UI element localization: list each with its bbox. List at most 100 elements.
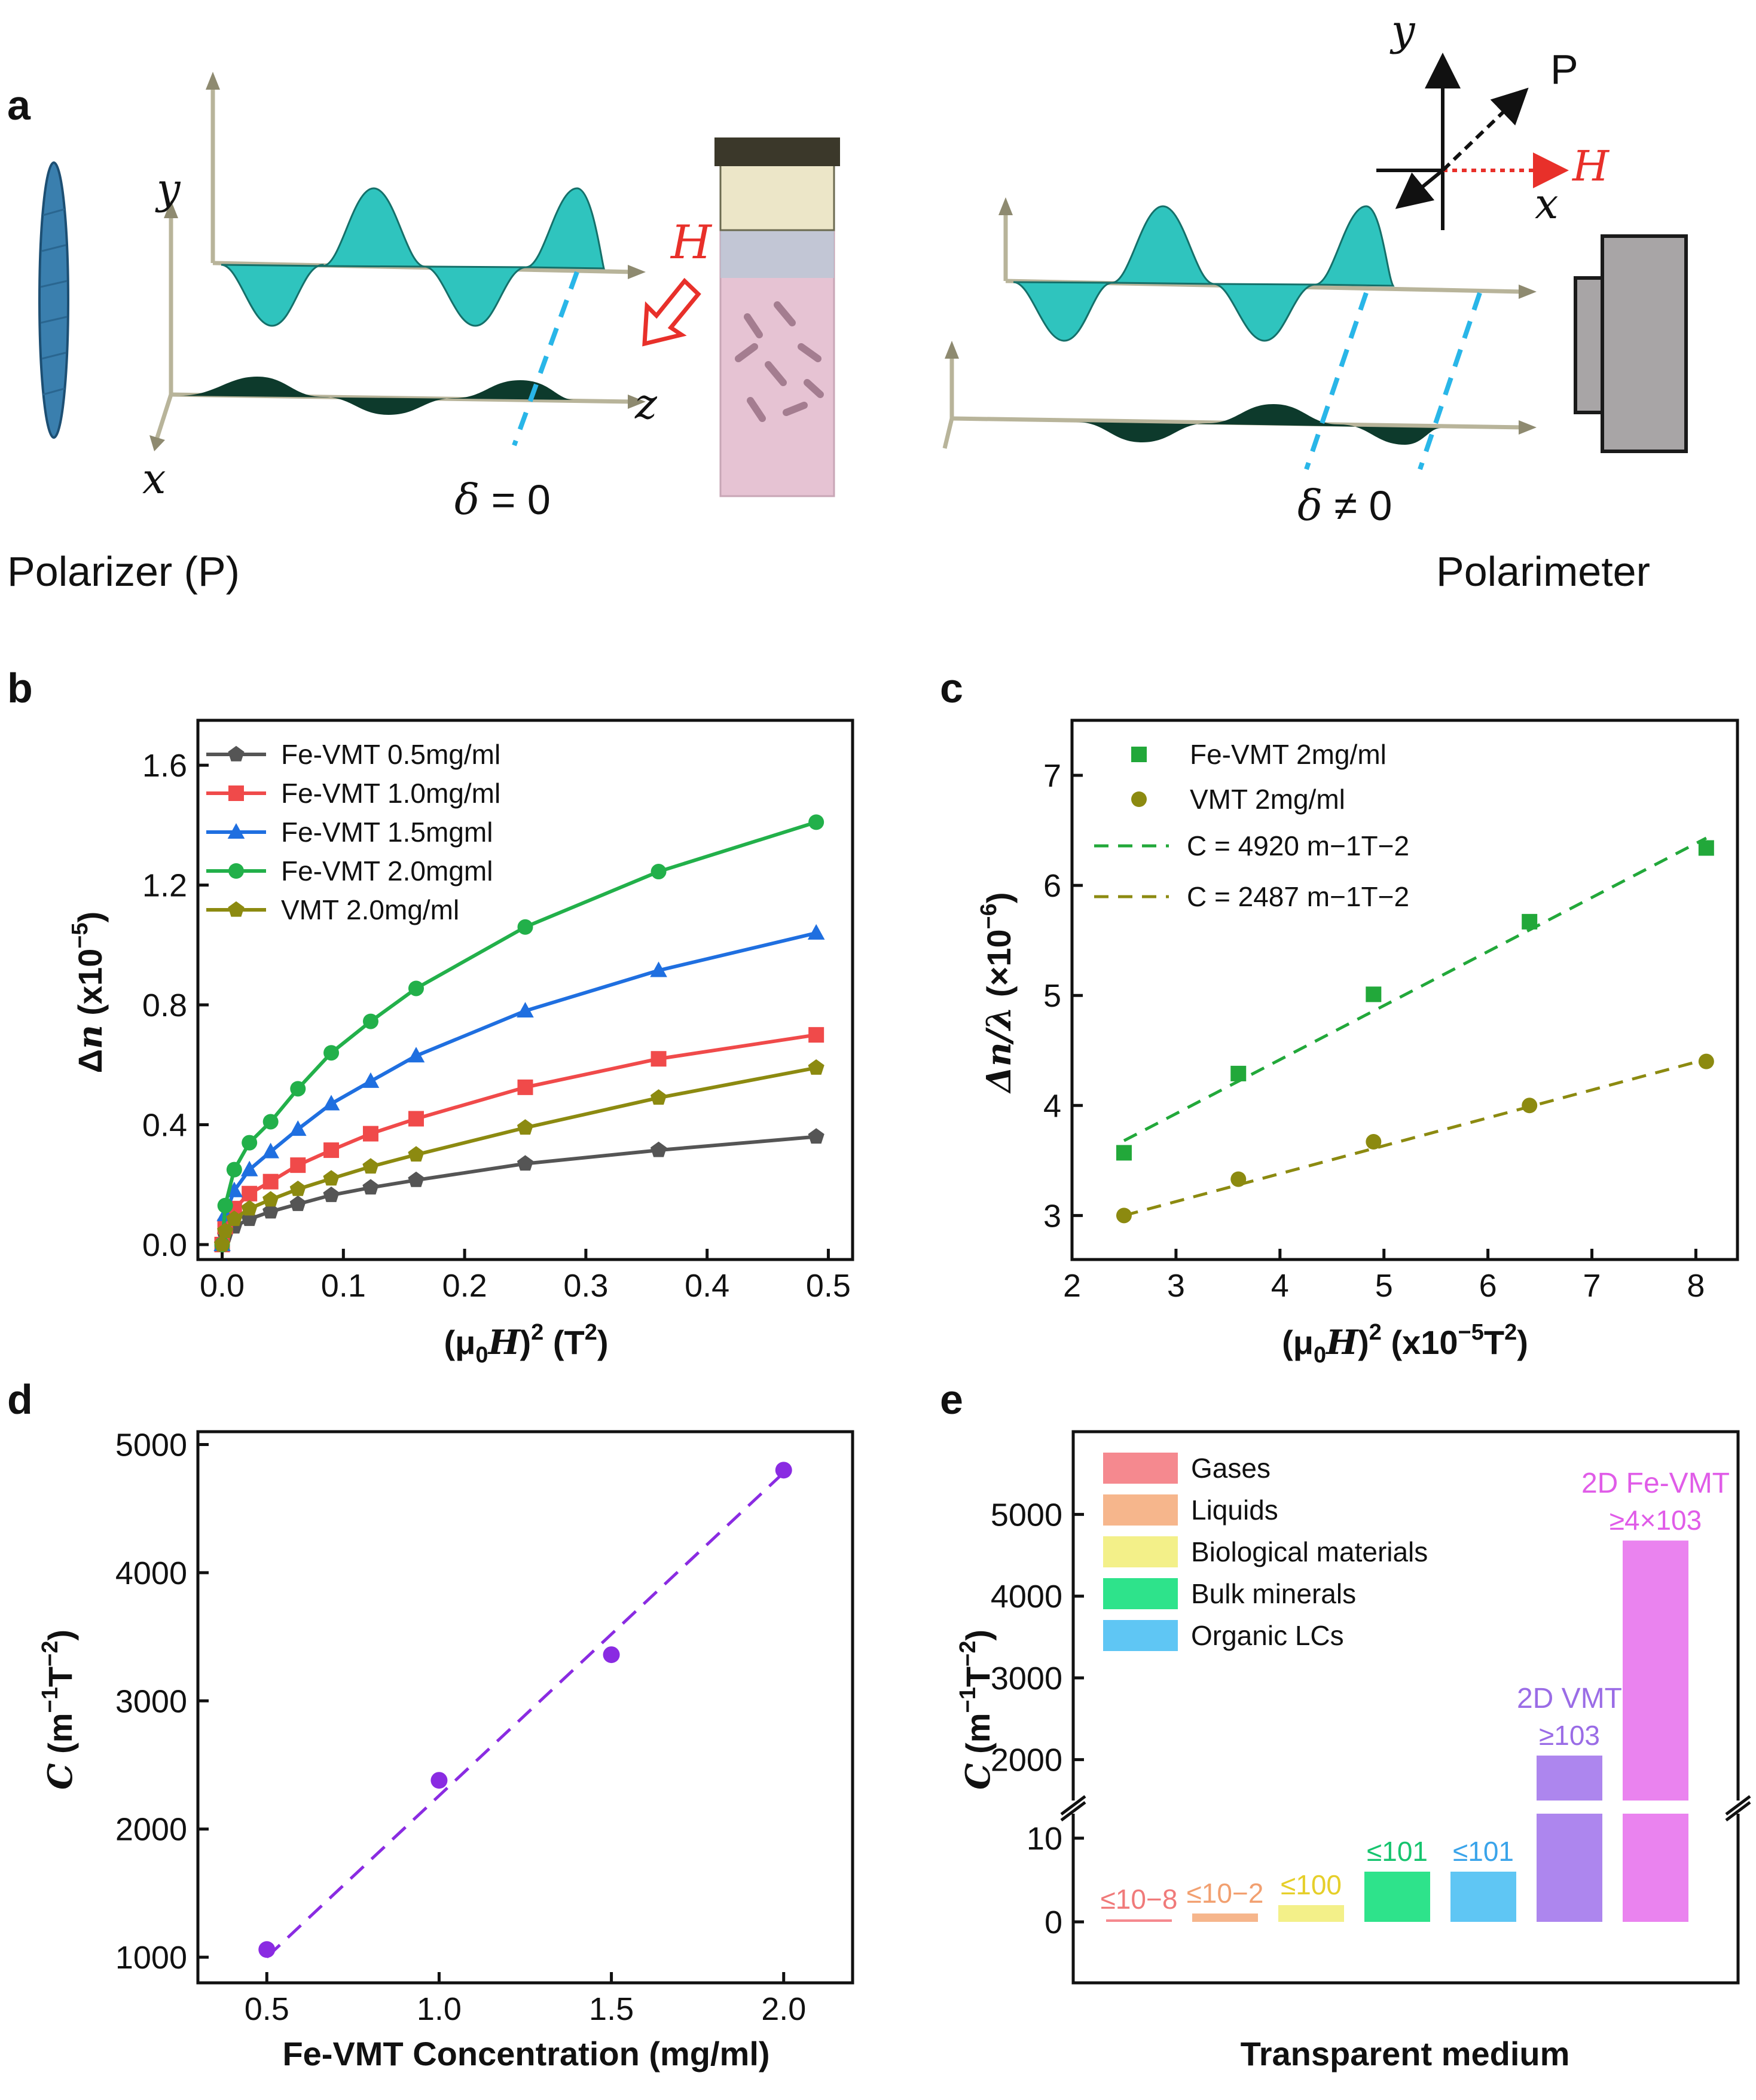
- legend-label: Bulk minerals: [1191, 1578, 1356, 1609]
- fit-line-1: [1123, 836, 1707, 1142]
- data-point: [322, 1095, 340, 1111]
- y-tick-label: 5000: [991, 1497, 1062, 1533]
- left-axes-arrowheads: [149, 72, 646, 451]
- legend-label: VMT 2mg/ml: [1190, 784, 1345, 815]
- data-point: [323, 1142, 340, 1158]
- y-tick-label: 1000: [115, 1940, 187, 1976]
- series-c: [1116, 836, 1714, 1224]
- y-axis-label-d: C (m−1T−2): [38, 1630, 80, 1790]
- data-point: [290, 1081, 306, 1097]
- data-point: [240, 1160, 258, 1176]
- panel-label-b: b: [7, 665, 33, 711]
- plot-frame-b: [196, 719, 854, 1261]
- x-tick-label: 1.5: [589, 1991, 634, 2027]
- data-point: [517, 1155, 534, 1171]
- axis-break-mark: [1725, 1795, 1751, 1815]
- y-tick-label: 3000: [991, 1661, 1062, 1696]
- legend-label: Fe-VMT 1.0mg/ml: [281, 778, 500, 809]
- legend-c: Fe-VMT 2mg/ml VMT 2mg/ml C = 4920 m−1T−2 C …: [1094, 739, 1409, 912]
- data-point: [226, 1161, 242, 1178]
- data-point: [1366, 1134, 1382, 1150]
- data-point: [407, 1047, 425, 1063]
- legend-label: Organic LCs: [1191, 1620, 1344, 1651]
- data-point: [517, 1002, 534, 1018]
- series-line-1: [220, 1135, 817, 1245]
- x-tick-label: 0.2: [442, 1268, 487, 1304]
- y-tick-label: 4000: [991, 1579, 1062, 1615]
- data-point: [603, 1646, 620, 1664]
- bar-5: [1450, 1872, 1516, 1922]
- x-tick-label: 2.0: [761, 1991, 806, 2027]
- data-point: [262, 1191, 279, 1207]
- y-tick-label: 0.4: [142, 1108, 187, 1144]
- data-point: [242, 1135, 258, 1151]
- bar-value-label: ≤101: [1453, 1836, 1514, 1867]
- bar-3: [1278, 1905, 1344, 1922]
- bar-6: [1537, 1755, 1602, 1922]
- axis-ticks-b: 0.0 0.1 0.2 0.3 0.4 0.5 0.0 0.4 0.8 1.2 1.6: [142, 748, 851, 1304]
- legend-marker: [1131, 791, 1147, 807]
- x-tick-label: 4: [1271, 1268, 1289, 1304]
- inset-H-label: H: [1571, 142, 1610, 191]
- legend-fit-label: C = 2487 m−1T−2: [1187, 881, 1409, 912]
- y-axis-label-b: Δn (x10−5): [68, 912, 110, 1074]
- data-point: [517, 919, 533, 935]
- axis-break-mark: [1060, 1801, 1086, 1821]
- data-point: [1698, 840, 1714, 856]
- data-point: [408, 1171, 425, 1187]
- data-point: [289, 1120, 307, 1136]
- data-point: [1116, 1208, 1132, 1224]
- data-point: [408, 1111, 424, 1127]
- data-point: [262, 1114, 279, 1130]
- legend-swatch: [1103, 1453, 1178, 1484]
- data-point: [808, 814, 824, 830]
- legend-label: Fe-VMT 2mg/ml: [1190, 739, 1387, 770]
- data-point: [430, 1772, 448, 1789]
- bar-7: [1623, 1540, 1688, 1922]
- x-axis-label-c: (μ0H)2 (x10−5T2): [1282, 1320, 1528, 1368]
- x-tick-label: 8: [1687, 1268, 1705, 1304]
- data-point: [362, 1179, 379, 1195]
- axis-ticks-e: 0 10 2000 3000 4000 5000: [991, 1497, 1084, 1940]
- legend-label: Liquids: [1191, 1494, 1278, 1526]
- data-point: [1522, 1098, 1538, 1114]
- data-point: [650, 961, 667, 977]
- cuvette: [714, 137, 840, 497]
- y-tick-label: 0: [1045, 1905, 1062, 1940]
- plot-frame-e: [1071, 1430, 1740, 1985]
- inset-P-label: P: [1550, 46, 1578, 93]
- dash-line-left: [512, 271, 579, 447]
- y-tick-label: 3: [1043, 1198, 1061, 1234]
- panel-label-e: e: [940, 1376, 963, 1423]
- data-point: [408, 1146, 425, 1162]
- legend-marker: [228, 901, 245, 917]
- fit-line: [265, 1471, 785, 1958]
- x-tick-label: 0.5: [806, 1268, 851, 1304]
- inset-axes: [1376, 53, 1569, 230]
- bar-4: [1364, 1872, 1430, 1922]
- x-axis-label-b: (μ0H)2 (T2): [444, 1320, 609, 1368]
- data-point: [808, 1059, 824, 1075]
- legend-marker: [1131, 747, 1147, 762]
- fit-line-2: [1123, 1057, 1707, 1217]
- bar-2: [1192, 1913, 1258, 1922]
- legend-swatch: [1103, 1494, 1178, 1526]
- data-point: [650, 1141, 667, 1157]
- data-point: [262, 1173, 279, 1190]
- data-point: [290, 1157, 306, 1173]
- inset-axis-x: x: [1535, 179, 1558, 228]
- data-point: [1698, 1053, 1714, 1069]
- y-tick-label: 7: [1043, 758, 1061, 794]
- legend-e: Gases Liquids Biological materials Bulk min…: [1103, 1453, 1428, 1651]
- x-tick-label: 0.5: [245, 1991, 289, 2027]
- teal-wave-upper: [221, 187, 605, 327]
- data-point: [775, 1462, 792, 1479]
- y-tick-label: 1.6: [142, 748, 187, 784]
- data-point: [262, 1142, 279, 1158]
- axis-break-gap: [1070, 1801, 1741, 1814]
- x-axis-label-e: Transparent medium: [1241, 2035, 1570, 2073]
- data-point: [1230, 1171, 1247, 1187]
- legend-label: Gases: [1191, 1453, 1271, 1484]
- legend-label: VMT 2.0mg/ml: [281, 894, 459, 925]
